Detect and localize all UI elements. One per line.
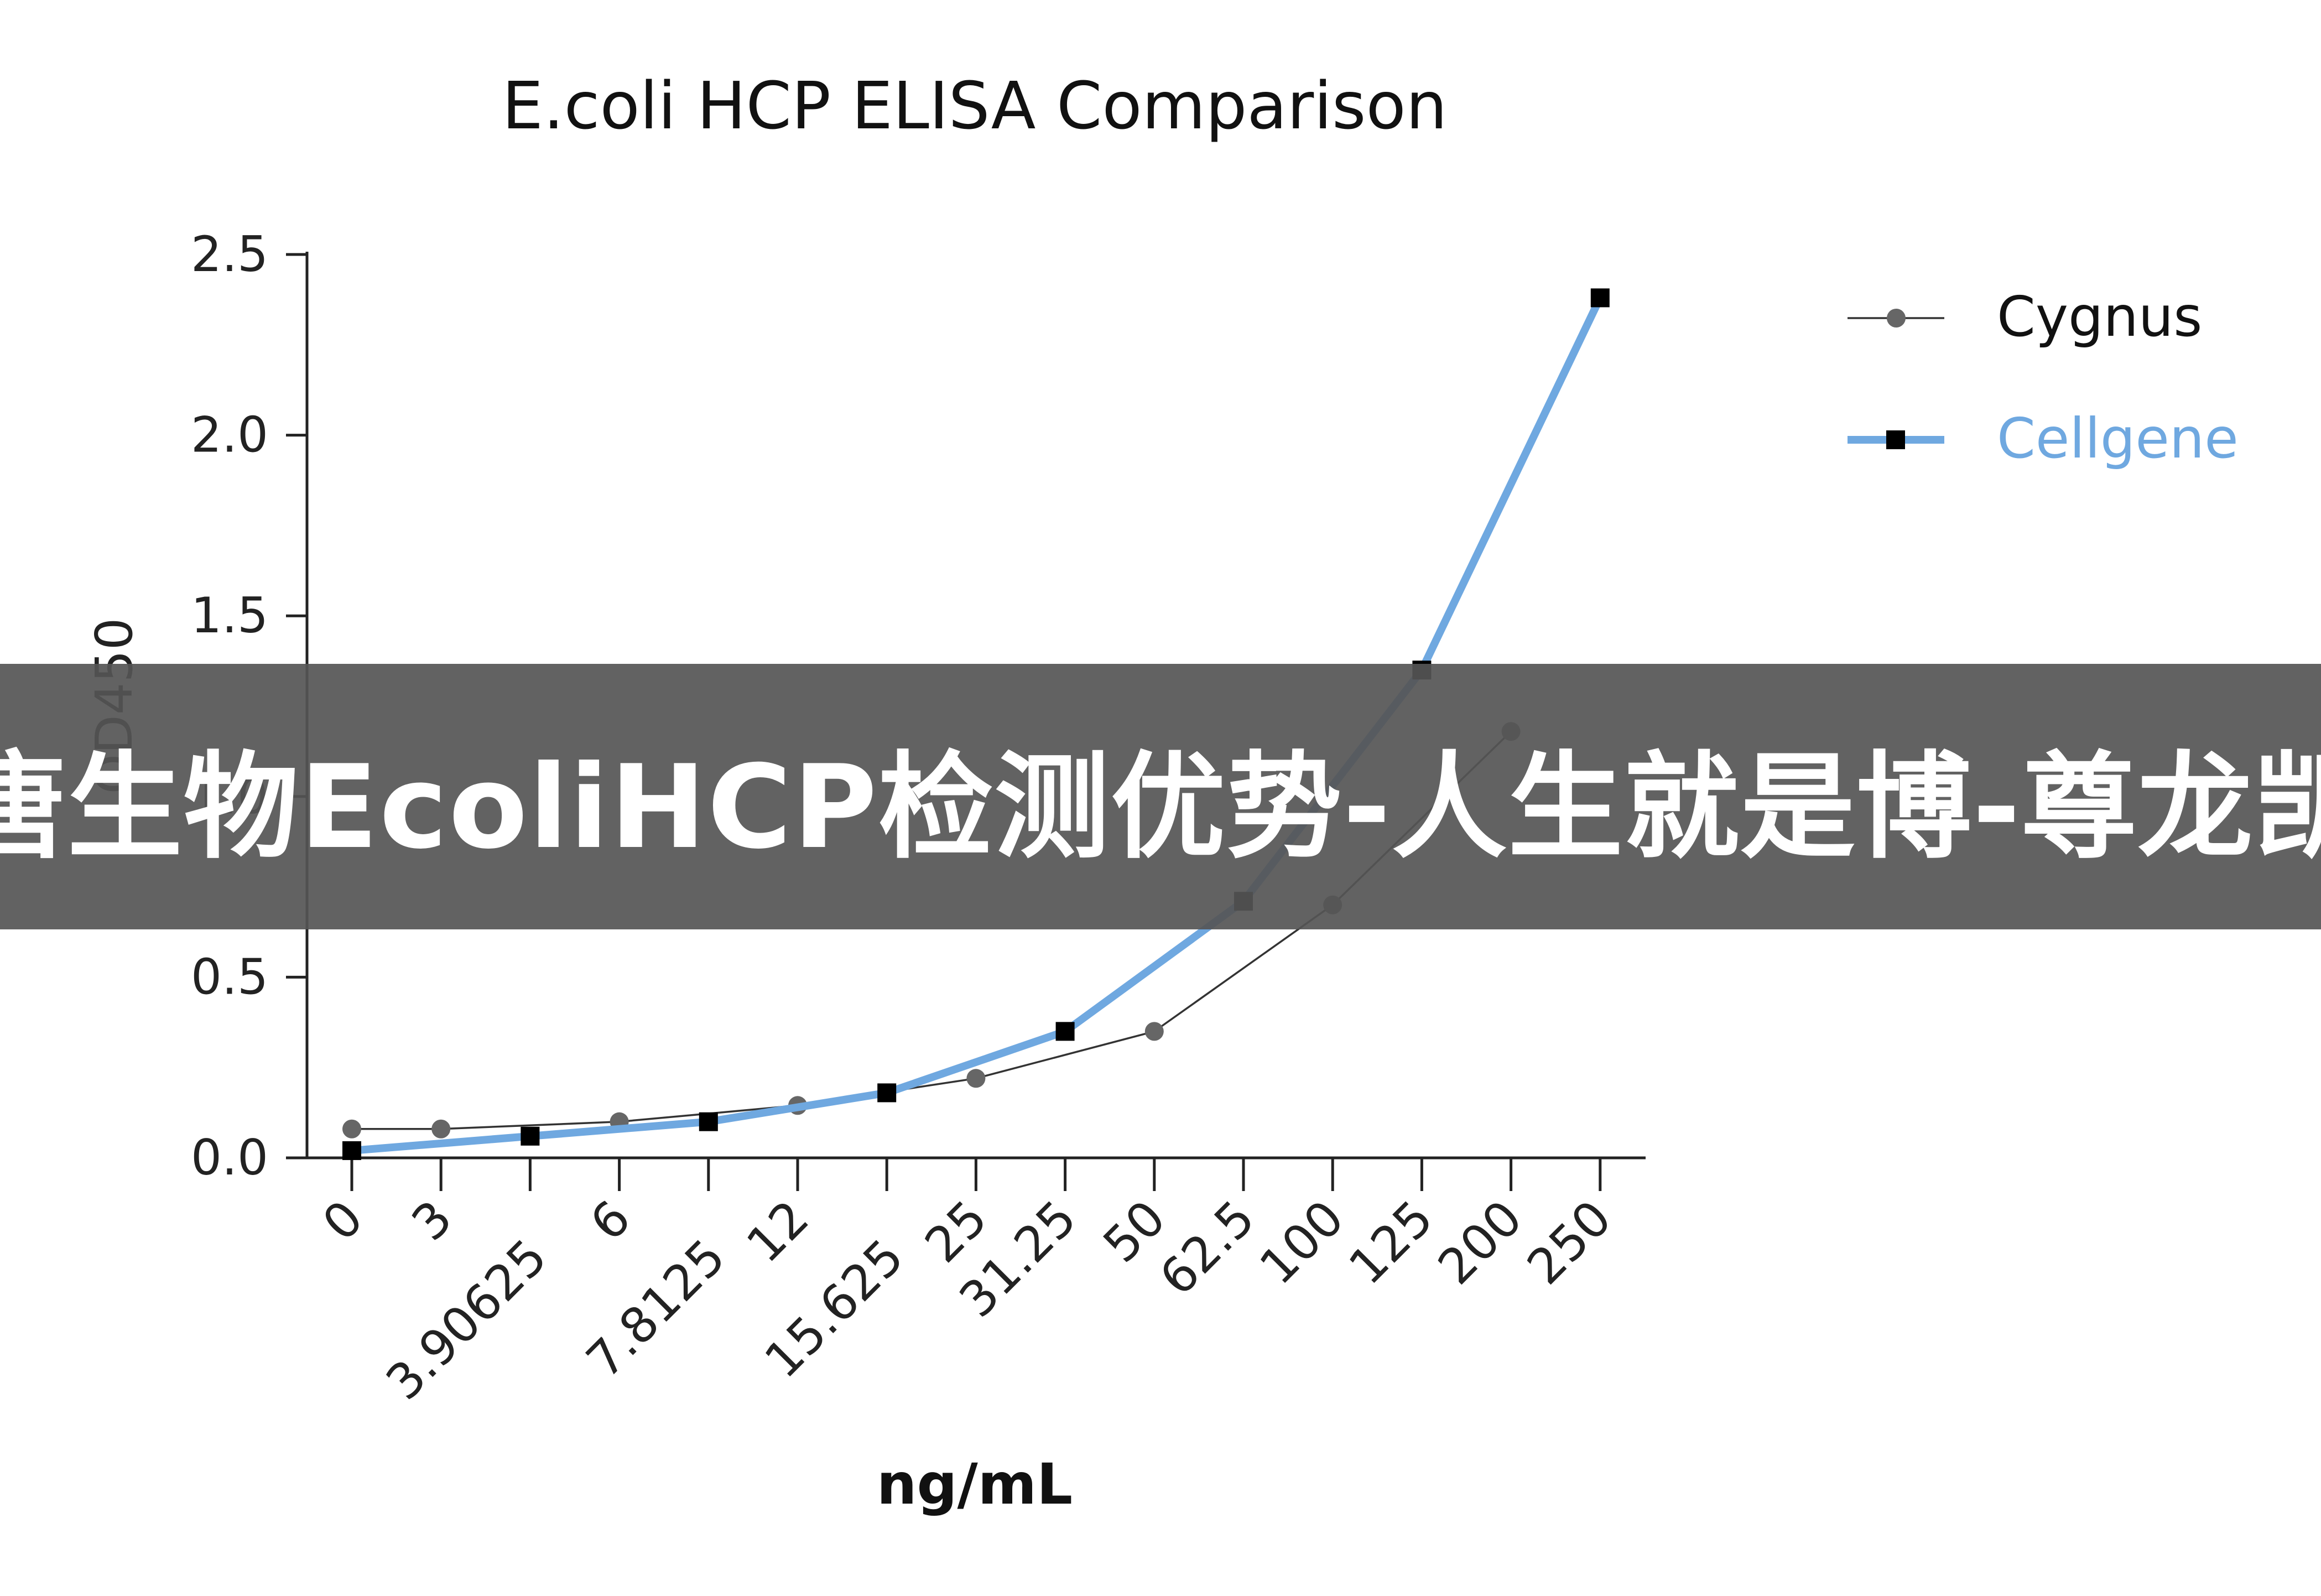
x-tick-label: 250 <box>1516 1189 1622 1296</box>
data-point-cellgene <box>1055 1022 1075 1041</box>
y-tick-label: 0.0 <box>191 1129 268 1186</box>
x-tick-label: 7.8125 <box>575 1228 736 1389</box>
data-point-cygnus <box>1144 1022 1164 1041</box>
chart-title: E.coli HCP ELISA Comparison <box>502 67 1448 144</box>
x-tick-label: 125 <box>1338 1189 1444 1296</box>
x-tick-label: 3.90625 <box>375 1228 558 1411</box>
watermark-banner: 唐生物EcoliHCP检测优势-人生就是博-尊龙凯 <box>0 664 2321 929</box>
data-point-cellgene <box>521 1126 540 1146</box>
x-tick-label: 62.5 <box>1148 1189 1265 1306</box>
x-tick-label: 12 <box>736 1189 820 1273</box>
data-point-cellgene <box>342 1141 361 1160</box>
data-point-cygnus <box>342 1119 361 1138</box>
legend-marker-cellgene <box>1886 430 1905 449</box>
y-tick-label: 0.5 <box>191 948 268 1005</box>
y-tick-label: 1.5 <box>191 587 268 644</box>
data-point-cygnus <box>966 1069 986 1088</box>
x-tick-label: 100 <box>1248 1189 1355 1296</box>
x-tick-label: 6 <box>579 1189 641 1251</box>
legend-label-cygnus: Cygnus <box>1997 284 2202 349</box>
x-tick-label: 0 <box>311 1189 373 1251</box>
y-tick-label: 2.0 <box>191 407 268 464</box>
legend-marker-cygnus <box>1887 309 1906 327</box>
y-tick-label: 2.5 <box>191 226 268 283</box>
banner-text: 唐生物EcoliHCP检测优势-人生就是博-尊龙凯 <box>0 740 2321 875</box>
data-point-cellgene <box>699 1112 718 1131</box>
data-point-cygnus <box>431 1119 451 1138</box>
x-tick-label: 200 <box>1427 1189 1533 1296</box>
data-point-cellgene <box>877 1083 897 1103</box>
data-point-cellgene <box>1590 288 1610 308</box>
x-axis-label: ng/mL <box>877 1452 1073 1517</box>
legend-label-cellgene: Cellgene <box>1997 406 2239 471</box>
x-tick-label: 3 <box>401 1189 463 1251</box>
